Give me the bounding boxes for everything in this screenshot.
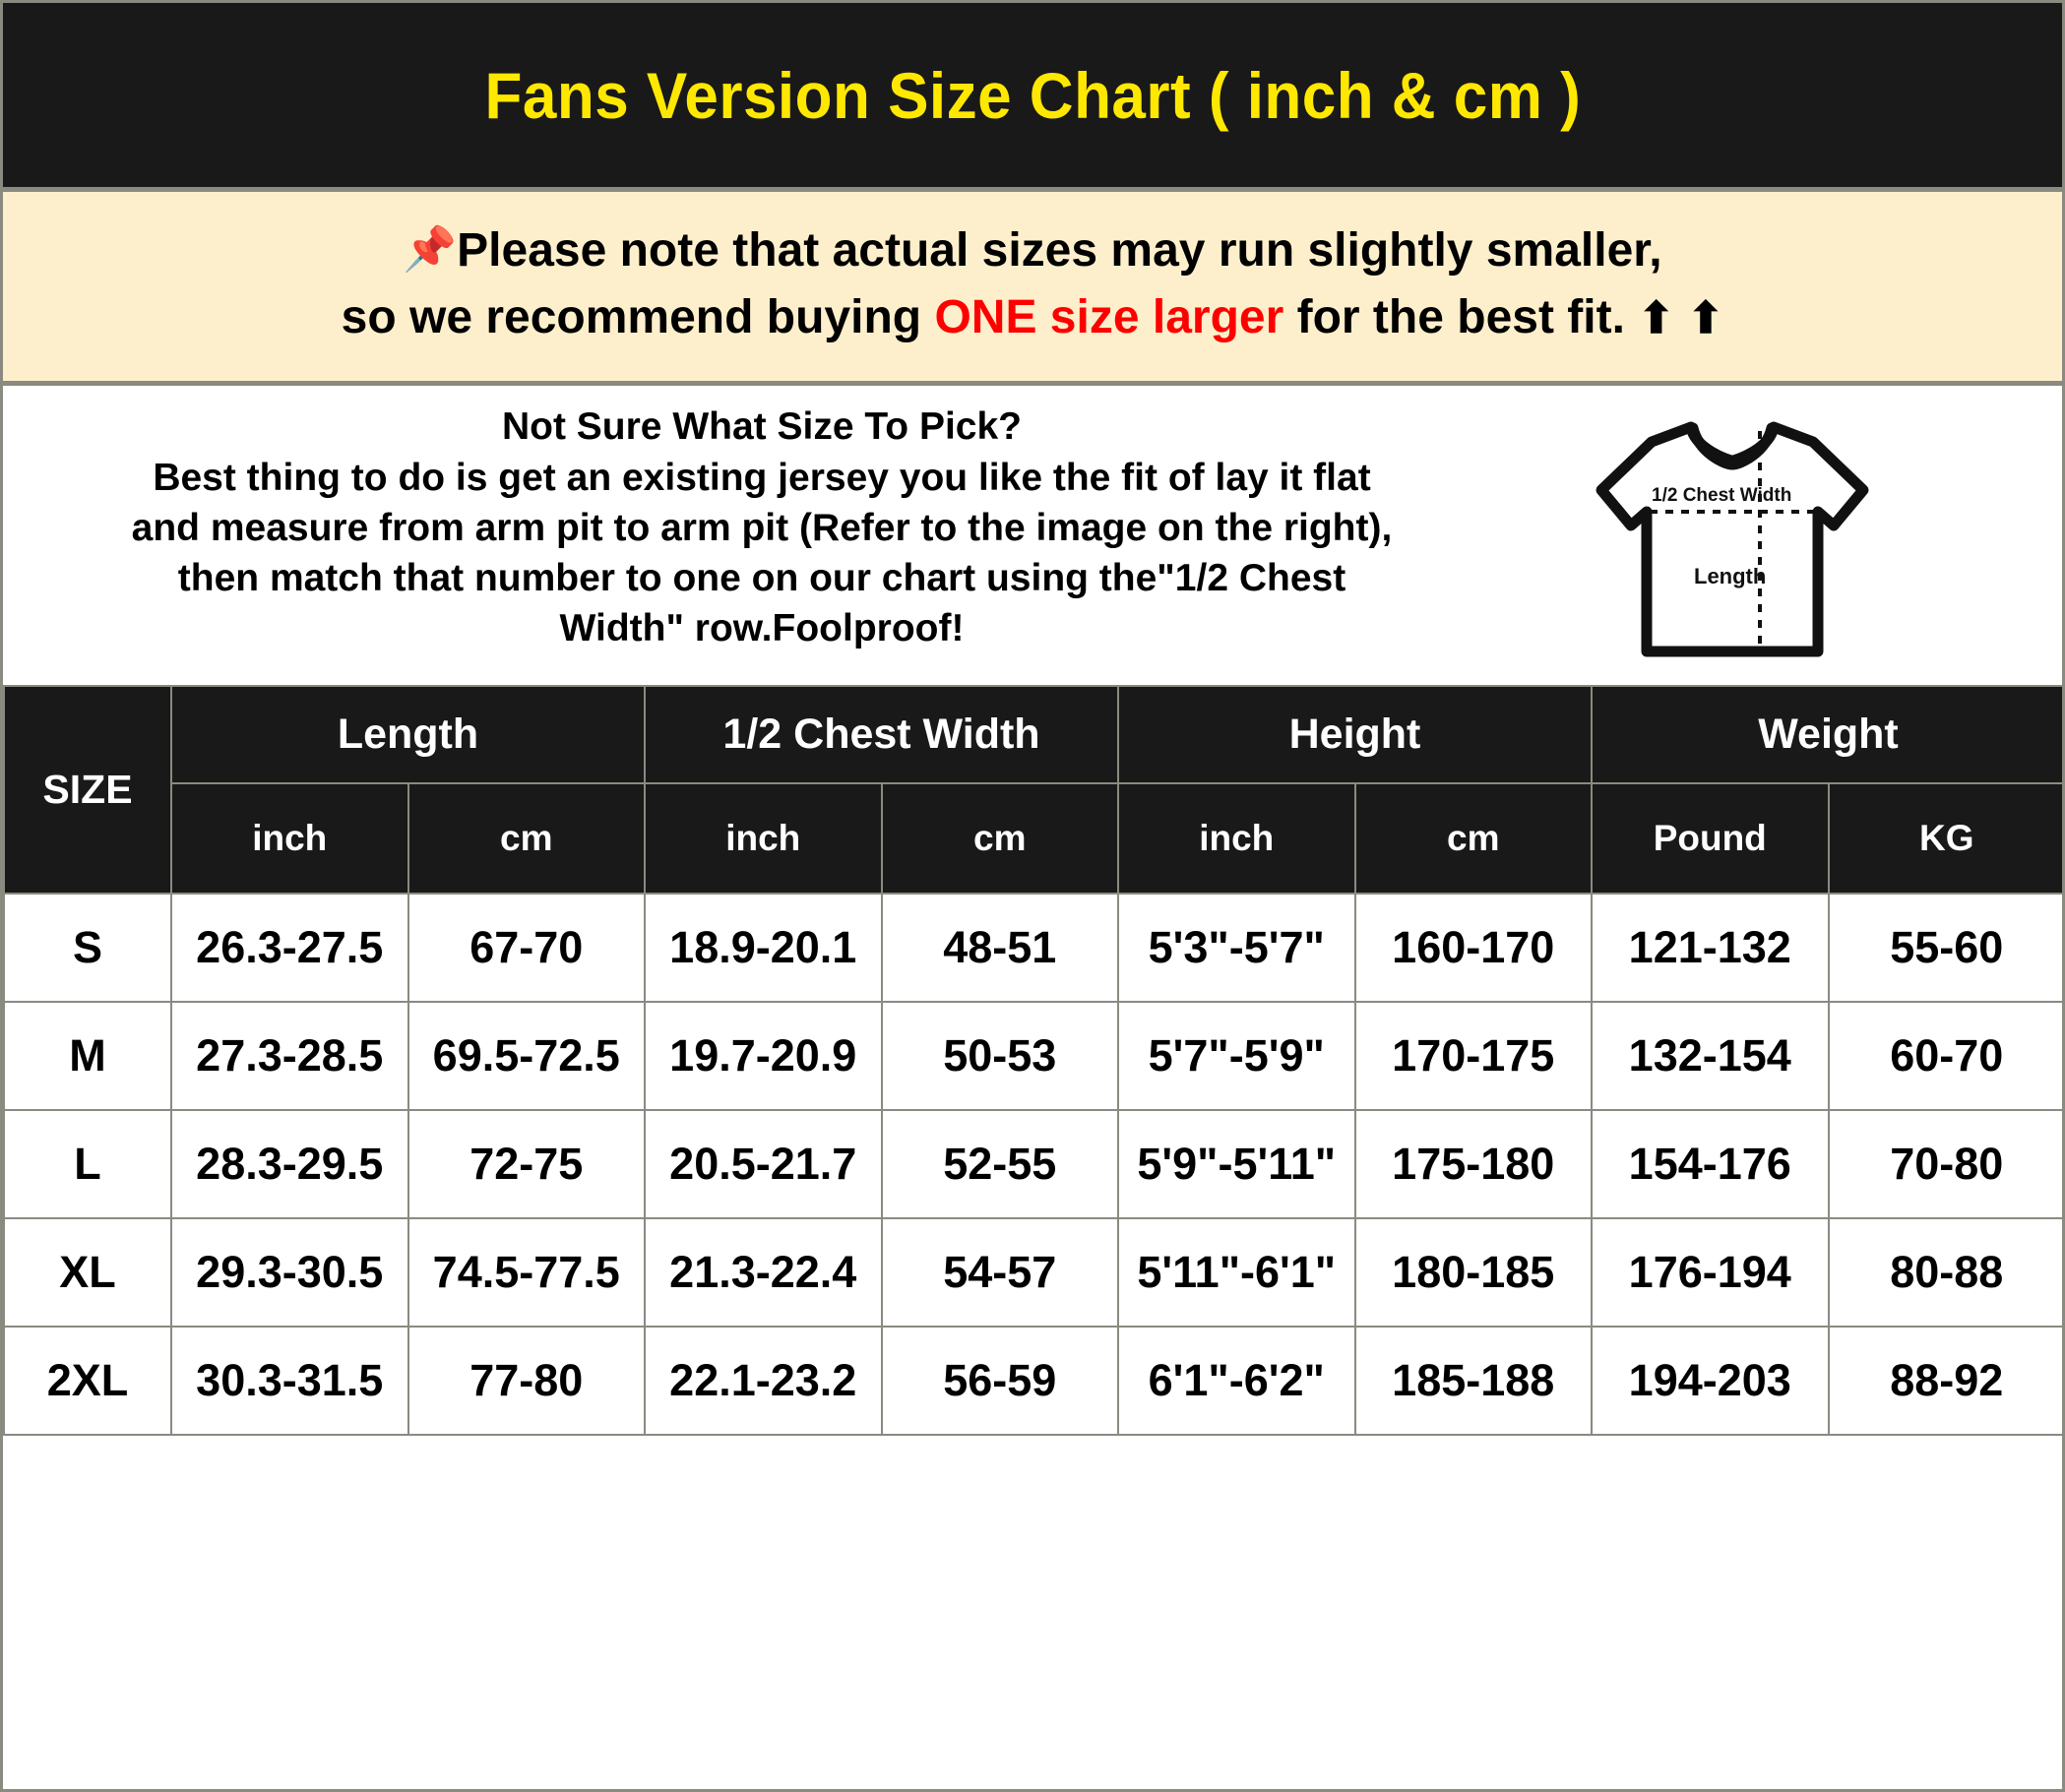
cell-size: S bbox=[3, 893, 172, 1004]
cell-weight-pound: 132-154 bbox=[1591, 1001, 1830, 1112]
pushpin-icon: 📌 bbox=[403, 225, 458, 274]
table-header: SIZE Length 1/2 Chest Width Height Weigh… bbox=[3, 685, 2062, 896]
cell-weight-kg: 88-92 bbox=[1827, 1326, 2062, 1437]
cell-height-inch: 5'3"-5'7" bbox=[1117, 893, 1356, 1004]
cell-size: XL bbox=[3, 1217, 172, 1329]
table-row: S 26.3-27.5 67-70 18.9-20.1 48-51 5'3"-5… bbox=[3, 893, 2062, 1004]
cell-weight-pound: 154-176 bbox=[1591, 1109, 1830, 1220]
cell-size: 2XL bbox=[3, 1326, 172, 1437]
note-highlight: ONE size larger bbox=[934, 291, 1284, 344]
cell-chest-cm: 50-53 bbox=[880, 1001, 1119, 1112]
header-unit-length-inch: inch bbox=[170, 782, 409, 896]
cell-length-inch: 29.3-30.5 bbox=[170, 1217, 409, 1329]
header-unit-chest-cm: cm bbox=[880, 782, 1119, 896]
cell-length-inch: 27.3-28.5 bbox=[170, 1001, 409, 1112]
header-unit-weight-pound: Pound bbox=[1591, 782, 1830, 896]
table-body: S 26.3-27.5 67-70 18.9-20.1 48-51 5'3"-5… bbox=[3, 893, 2062, 1437]
cell-weight-kg: 70-80 bbox=[1827, 1109, 2062, 1220]
cell-weight-kg: 80-88 bbox=[1827, 1217, 2062, 1329]
cell-height-cm: 175-180 bbox=[1353, 1109, 1593, 1220]
help-section: Not Sure What Size To Pick? Best thing t… bbox=[3, 386, 2062, 686]
cell-length-inch: 28.3-29.5 bbox=[170, 1109, 409, 1220]
note-line-2: so we recommend buying ONE size larger f… bbox=[3, 284, 2062, 351]
cell-size: L bbox=[3, 1109, 172, 1220]
cell-length-cm: 72-75 bbox=[407, 1109, 646, 1220]
header-unit-length-cm: cm bbox=[407, 782, 646, 896]
header-group-length: Length bbox=[170, 685, 646, 785]
help-body: Best thing to do is get an existing jers… bbox=[13, 453, 1511, 653]
table-row: M 27.3-28.5 69.5-72.5 19.7-20.9 50-53 5'… bbox=[3, 1001, 2062, 1112]
note-line-2-prefix: so we recommend buying bbox=[341, 291, 935, 344]
diagram-length-label: Length bbox=[1694, 564, 1766, 588]
cell-height-cm: 185-188 bbox=[1353, 1326, 1593, 1437]
tshirt-diagram-wrap: 1/2 Chest Width Length bbox=[1521, 403, 2062, 667]
help-line-2: and measure from arm pit to arm pit (Ref… bbox=[131, 506, 1393, 549]
help-line-4: Width" row.Foolproof! bbox=[559, 607, 965, 650]
cell-height-inch: 5'11"-6'1" bbox=[1117, 1217, 1356, 1329]
cell-chest-cm: 52-55 bbox=[880, 1109, 1119, 1220]
help-line-3: then match that number to one on our cha… bbox=[177, 557, 1346, 600]
cell-length-cm: 67-70 bbox=[407, 893, 646, 1004]
header-group-height: Height bbox=[1117, 685, 1593, 785]
tshirt-diagram-icon: 1/2 Chest Width Length bbox=[1596, 421, 1869, 657]
help-text-block: Not Sure What Size To Pick? Best thing t… bbox=[3, 403, 1521, 653]
cell-height-inch: 5'9"-5'11" bbox=[1117, 1109, 1356, 1220]
diagram-chest-label: 1/2 Chest Width bbox=[1652, 485, 1791, 506]
cell-weight-pound: 121-132 bbox=[1591, 893, 1830, 1004]
note-line-1-text: Please note that actual sizes may run sl… bbox=[457, 224, 1662, 277]
cell-length-cm: 77-80 bbox=[407, 1326, 646, 1437]
cell-chest-cm: 54-57 bbox=[880, 1217, 1119, 1329]
help-heading: Not Sure What Size To Pick? bbox=[501, 405, 1022, 449]
header-size: SIZE bbox=[3, 685, 172, 896]
cell-height-cm: 180-185 bbox=[1353, 1217, 1593, 1329]
note-line-1: 📌Please note that actual sizes may run s… bbox=[3, 217, 2062, 284]
title-banner: Fans Version Size Chart ( inch & cm ) bbox=[3, 3, 2062, 187]
cell-chest-inch: 21.3-22.4 bbox=[644, 1217, 883, 1329]
size-table: SIZE Length 1/2 Chest Width Height Weigh… bbox=[3, 685, 2062, 1437]
cell-height-cm: 170-175 bbox=[1353, 1001, 1593, 1112]
header-unit-weight-kg: KG bbox=[1827, 782, 2062, 896]
table-row: XL 29.3-30.5 74.5-77.5 21.3-22.4 54-57 5… bbox=[3, 1217, 2062, 1329]
header-unit-height-cm: cm bbox=[1353, 782, 1593, 896]
table-row: 2XL 30.3-31.5 77-80 22.1-23.2 56-59 6'1"… bbox=[3, 1326, 2062, 1437]
cell-chest-cm: 56-59 bbox=[880, 1326, 1119, 1437]
arrow-up-icon-1: ⬆ bbox=[1638, 294, 1675, 343]
cell-chest-cm: 48-51 bbox=[880, 893, 1119, 1004]
table-row: L 28.3-29.5 72-75 20.5-21.7 52-55 5'9"-5… bbox=[3, 1109, 2062, 1220]
table-header-unit-row: inch cm inch cm inch cm Pound KG bbox=[4, 782, 2062, 896]
arrow-up-icon-2: ⬆ bbox=[1687, 294, 1724, 343]
cell-chest-inch: 18.9-20.1 bbox=[644, 893, 883, 1004]
cell-height-inch: 6'1"-6'2" bbox=[1117, 1326, 1356, 1437]
cell-length-inch: 30.3-31.5 bbox=[170, 1326, 409, 1437]
cell-height-inch: 5'7"-5'9" bbox=[1117, 1001, 1356, 1112]
note-line-2-suffix: for the best fit. bbox=[1283, 291, 1639, 344]
cell-length-cm: 74.5-77.5 bbox=[407, 1217, 646, 1329]
header-unit-height-inch: inch bbox=[1117, 782, 1356, 896]
cell-height-cm: 160-170 bbox=[1353, 893, 1593, 1004]
table-header-group-row: SIZE Length 1/2 Chest Width Height Weigh… bbox=[3, 685, 2062, 896]
header-group-weight: Weight bbox=[1591, 685, 2062, 785]
cell-length-inch: 26.3-27.5 bbox=[170, 893, 409, 1004]
page-title: Fans Version Size Chart ( inch & cm ) bbox=[484, 58, 1581, 132]
cell-weight-pound: 194-203 bbox=[1591, 1326, 1830, 1437]
header-group-chest-width: 1/2 Chest Width bbox=[644, 685, 1119, 785]
cell-chest-inch: 20.5-21.7 bbox=[644, 1109, 883, 1220]
cell-chest-inch: 19.7-20.9 bbox=[644, 1001, 883, 1112]
cell-weight-kg: 55-60 bbox=[1827, 893, 2062, 1004]
cell-weight-pound: 176-194 bbox=[1591, 1217, 1830, 1329]
cell-size: M bbox=[3, 1001, 172, 1112]
cell-length-cm: 69.5-72.5 bbox=[407, 1001, 646, 1112]
header-unit-chest-inch: inch bbox=[644, 782, 883, 896]
help-line-1: Best thing to do is get an existing jers… bbox=[153, 456, 1371, 499]
cell-weight-kg: 60-70 bbox=[1827, 1001, 2062, 1112]
note-band: 📌Please note that actual sizes may run s… bbox=[3, 187, 2062, 387]
cell-chest-inch: 22.1-23.2 bbox=[644, 1326, 883, 1437]
